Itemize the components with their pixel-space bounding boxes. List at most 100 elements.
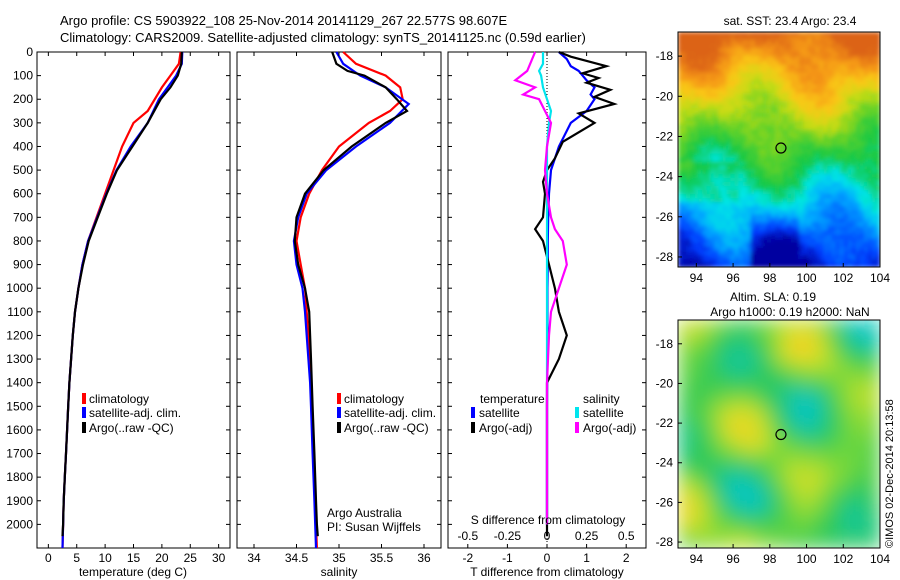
- map-x-tick-label: 96: [726, 552, 740, 566]
- x-tick-label: 15: [127, 551, 141, 565]
- legend-swatch-temp-satellite: [471, 407, 475, 418]
- map-x-tick-label: 102: [833, 552, 853, 566]
- y-tick-label: 500: [13, 163, 33, 177]
- x-tick-label: 36: [417, 551, 431, 565]
- sla-map-title-2: Argo h1000: 0.19 h2000: NaN: [710, 305, 869, 319]
- y-tick-label: 400: [13, 139, 33, 153]
- difference-s-label: S difference from climatology: [471, 513, 626, 527]
- map-y-tick-label: -28: [656, 250, 674, 264]
- map-y-tick-label: -22: [656, 416, 674, 430]
- y-tick-label: 0: [26, 45, 33, 59]
- sla-heatmap: [678, 320, 880, 548]
- x-tick-label: 35: [332, 551, 346, 565]
- y-tick-label: 1300: [6, 352, 33, 366]
- map-x-tick-label: 94: [690, 552, 704, 566]
- sst-map-title: sat. SST: 23.4 Argo: 23.4: [724, 14, 857, 28]
- x-tick-label: 25: [184, 551, 198, 565]
- legend-swatch-sal-satellite: [575, 407, 579, 418]
- y-tick-label: 100: [13, 69, 33, 83]
- credit-text: ©IMOS 02-Dec-2014 20:13:58: [884, 399, 896, 548]
- temperature-panel: 0100200300400500600700800900100011001200…: [6, 45, 231, 579]
- x-tick-label: 20: [155, 551, 169, 565]
- legend-label-climatology: climatology: [89, 392, 149, 406]
- agency-label: Argo Australia: [327, 506, 402, 520]
- series-line-argo-raw-qc-: [293, 51, 409, 537]
- map-y-tick-label: -24: [656, 456, 674, 470]
- salinity-axes: [236, 51, 442, 549]
- s-tick-label: 0.25: [575, 529, 599, 543]
- x-tick-label: 35.5: [370, 551, 394, 565]
- legend-swatch-argo: [337, 422, 341, 433]
- map-x-tick-label: 102: [833, 271, 853, 285]
- difference-t-label: T difference from climatology: [470, 565, 624, 579]
- map-x-tick-label: 98: [763, 552, 777, 566]
- header-line-2: Climatology: CARS2009. Satellite-adjuste…: [60, 30, 586, 45]
- s-tick-label: -0.5: [457, 529, 478, 543]
- map-y-tick-label: -26: [656, 495, 674, 509]
- header-line-1: Argo profile: CS 5903922_108 25-Nov-2014…: [60, 13, 507, 28]
- temperature-legend: climatology satellite-adj. clim. Argo(..…: [82, 392, 181, 435]
- x-tick-label: 30: [212, 551, 226, 565]
- s-tick-label: 0.5: [618, 529, 635, 543]
- x-tick-label: 34: [247, 551, 261, 565]
- y-tick-label: 1900: [6, 494, 33, 508]
- map-x-tick-label: 100: [797, 271, 817, 285]
- argo-location-marker: [775, 428, 787, 441]
- legend-label-temp-argo: Argo(-adj): [479, 421, 532, 435]
- x-tick-label: 34.5: [285, 551, 309, 565]
- series-line-salinity-argo-adj-: [513, 51, 568, 525]
- s-tick-label: 0: [544, 529, 551, 543]
- map-x-tick-label: 94: [690, 271, 704, 285]
- series-line-salinity-satellite: [537, 52, 553, 525]
- legend-label-sal-argo: Argo(-adj): [583, 421, 636, 435]
- x-tick-label: 0: [544, 551, 551, 565]
- sst-map-panel: sat. SST: 23.4 Argo: 23.4 94 96 98 100 102 10…: [656, 14, 891, 285]
- sla-map-panel: Altim. SLA: 0.19 Argo h1000: 0.19 h2000:…: [656, 290, 891, 566]
- x-tick-label: -2: [462, 551, 473, 565]
- y-tick-label: 1100: [7, 305, 33, 319]
- map-y-tick-label: -22: [656, 129, 674, 143]
- series-line-satellite-adj-clim-: [61, 51, 184, 549]
- sst-map-frame: [677, 31, 881, 268]
- y-tick-label: 1000: [6, 281, 33, 295]
- legend-swatch-climatology: [337, 393, 341, 404]
- y-tick-label: 300: [13, 116, 33, 130]
- legend-label-climatology: climatology: [344, 392, 404, 406]
- pi-label: PI: Susan Wijffels: [327, 520, 421, 534]
- s-tick-label: -0.25: [494, 529, 522, 543]
- x-tick-label: -1: [502, 551, 513, 565]
- legend-swatch-argo: [82, 422, 86, 433]
- difference-panel: -2 -1 0 1 2 -0.5 -0.25 0 0.25 0.5 T difference fr…: [447, 50, 647, 579]
- y-tick-label: 700: [13, 210, 33, 224]
- y-tick-label: 1500: [6, 399, 33, 413]
- argo-location-marker: [775, 142, 787, 154]
- sla-map-title-1: Altim. SLA: 0.19: [730, 290, 816, 304]
- series-line-satellite-adj-clim-: [292, 51, 411, 549]
- y-tick-label: 2000: [6, 517, 33, 531]
- salinity-panel: 34 34.5 35 35.5 36 salinity climatology sate…: [236, 51, 442, 579]
- legend-label-argo: Argo(..raw -QC): [344, 421, 429, 435]
- legend-swatch-sal-argo: [575, 422, 579, 433]
- map-x-tick-label: 100: [797, 552, 817, 566]
- map-y-tick-label: -20: [656, 376, 674, 390]
- y-tick-label: 200: [13, 92, 33, 106]
- y-tick-label: 1400: [6, 376, 33, 390]
- map-x-tick-label: 104: [870, 271, 890, 285]
- map-y-tick-label: -18: [656, 337, 674, 351]
- legend-label-argo: Argo(..raw -QC): [89, 421, 174, 435]
- y-tick-label: 1200: [6, 328, 33, 342]
- legend-swatch-temp-argo: [471, 422, 475, 433]
- map-y-tick-label: -26: [656, 210, 674, 224]
- legend-swatch-satellite: [337, 407, 341, 418]
- x-tick-label: 1: [583, 551, 590, 565]
- map-x-tick-label: 96: [726, 271, 740, 285]
- sst-heatmap: [678, 32, 880, 267]
- temperature-x-label: temperature (deg C): [79, 565, 187, 579]
- series-line-climatology: [61, 51, 182, 549]
- x-tick-label: 5: [73, 551, 80, 565]
- legend-label-satellite: satellite-adj. clim.: [344, 406, 436, 420]
- y-tick-label: 600: [13, 187, 33, 201]
- legend-title-temperature: temperature: [480, 392, 545, 406]
- legend-label-sal-satellite: satellite: [583, 406, 624, 420]
- legend-label-temp-satellite: satellite: [479, 406, 520, 420]
